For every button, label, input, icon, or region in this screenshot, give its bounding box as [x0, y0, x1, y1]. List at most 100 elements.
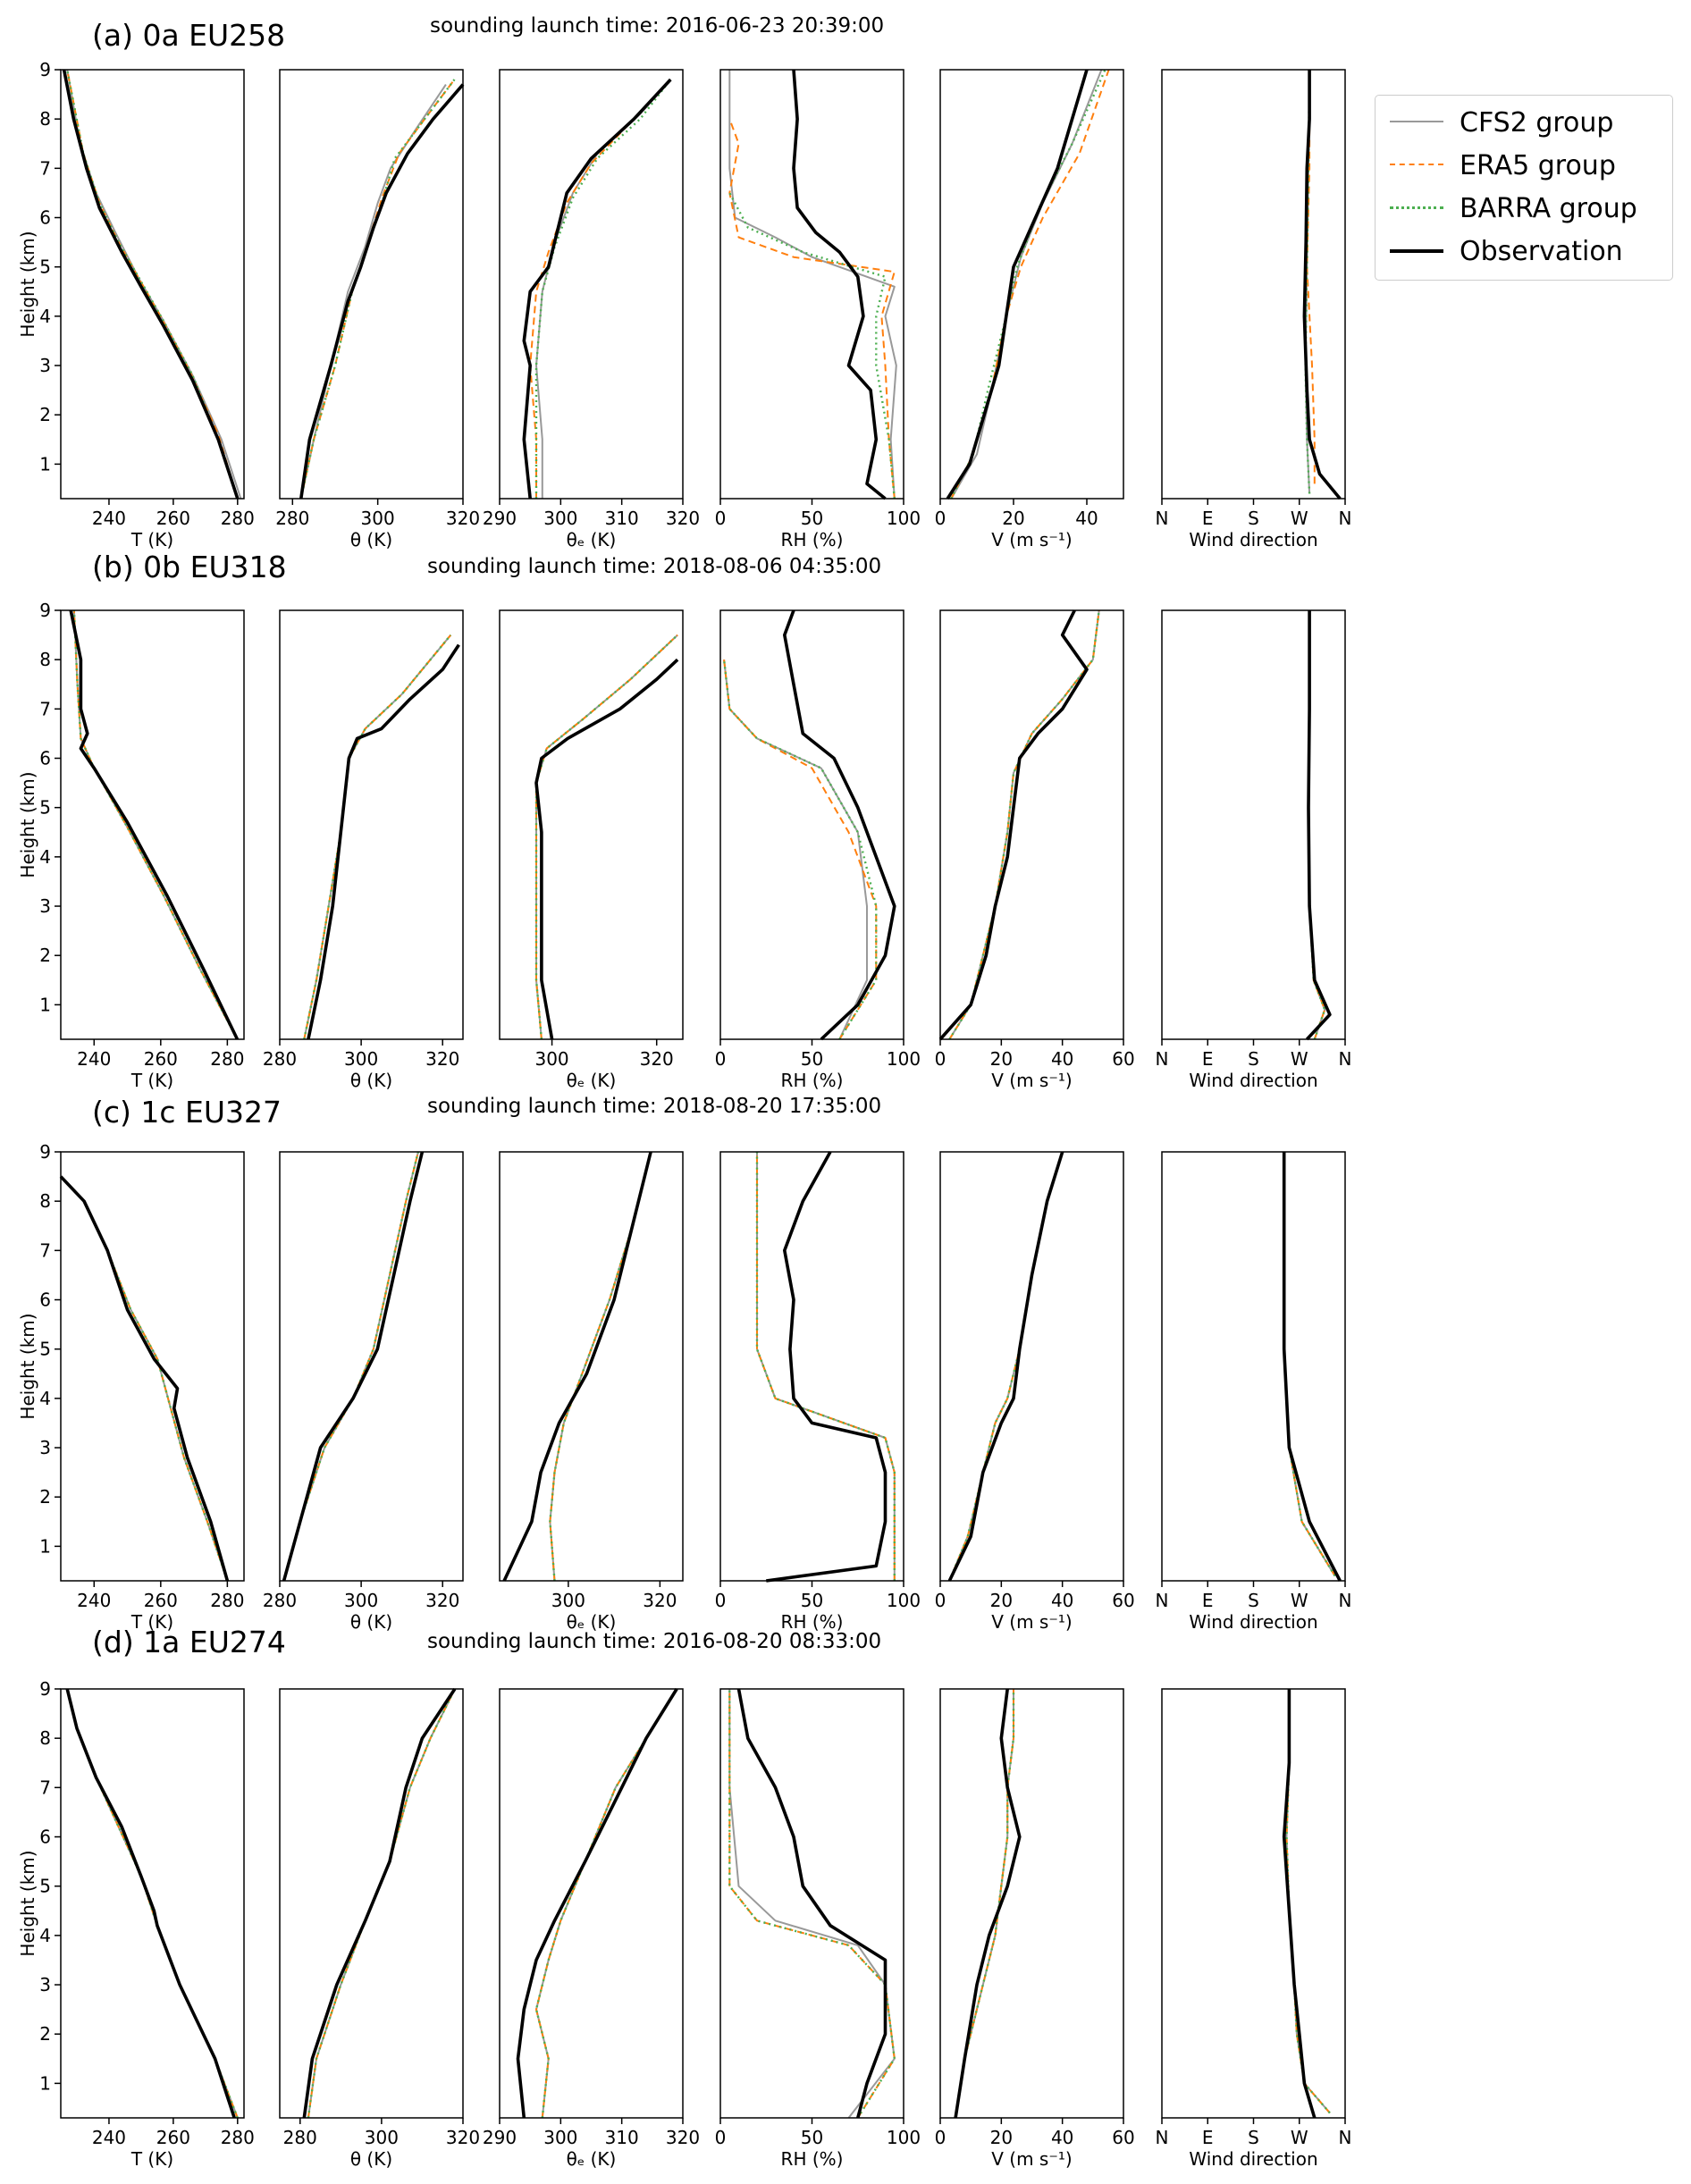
series-line-barra — [722, 659, 878, 1040]
xlabel: Wind direction — [1189, 529, 1317, 550]
series-line-obs — [938, 609, 1089, 1041]
xtick-label: 50 — [801, 1590, 823, 1611]
ytick-label: 6 — [39, 1827, 51, 1848]
ylabel: Height (km) — [17, 1313, 38, 1419]
ylabel: Height (km) — [17, 1850, 38, 1956]
ytick-label: 9 — [39, 600, 51, 621]
xtick-label: W — [1291, 508, 1308, 529]
series-line-obs — [534, 658, 679, 1040]
launch-time-d: sounding launch time: 2016-08-20 08:33:0… — [427, 1630, 882, 1653]
series-line-obs — [282, 1151, 425, 1582]
xlabel: V (m s⁻¹) — [991, 1611, 1072, 1633]
xtick-label: 300 — [543, 2127, 577, 2148]
series-line-era5 — [66, 69, 239, 500]
xtick-label: 300 — [361, 508, 395, 529]
ytick-label: 2 — [39, 1486, 51, 1508]
ytick-label: 1 — [39, 453, 51, 475]
axes-frame — [1161, 1688, 1346, 2119]
legend-label-cfs2: CFS2 group — [1460, 107, 1614, 139]
launch-time-a: sounding launch time: 2016-06-23 20:39:0… — [430, 14, 885, 38]
xlabel: θ (K) — [350, 2148, 392, 2170]
axes-frame — [499, 1151, 684, 1582]
series-line-era5 — [529, 79, 672, 499]
xtick-label: 100 — [887, 508, 921, 529]
series-line-obs — [783, 609, 896, 1041]
series-line-barra — [728, 192, 896, 500]
ytick-label: 6 — [39, 1289, 51, 1311]
xlabel: T (K) — [130, 1070, 173, 1091]
xtick-label: 50 — [801, 2127, 823, 2148]
series-line-cfs2 — [535, 1688, 678, 2119]
series-line-era5 — [728, 118, 896, 500]
series-line-barra — [728, 1689, 896, 2119]
ytick-label: 4 — [39, 1925, 51, 1946]
xtick-label: 100 — [887, 1590, 921, 1611]
xlabel: RH (%) — [781, 1611, 844, 1633]
series-line-era5 — [72, 609, 239, 1040]
axes-frame — [1161, 69, 1346, 500]
xtick-label: 320 — [666, 508, 700, 529]
xtick-label: 240 — [92, 508, 126, 529]
xtick-label: E — [1202, 1048, 1214, 1070]
xtick-label: S — [1248, 1048, 1259, 1070]
series-line-barra — [72, 609, 239, 1040]
ytick-label: 4 — [39, 306, 51, 327]
xtick-label: N — [1156, 1590, 1169, 1611]
axes-frame — [939, 1688, 1124, 2119]
series-line-cfs2 — [72, 609, 239, 1040]
legend-item-obs: Observation — [1376, 232, 1670, 268]
xtick-label: 0 — [935, 1048, 946, 1070]
panel-title-c: (c) 1c EU327 — [92, 1095, 282, 1130]
series-line-era5 — [307, 1688, 456, 2119]
series-line-era5 — [535, 634, 678, 1040]
xtick-label: 240 — [77, 1048, 111, 1070]
xtick-label: 40 — [1075, 508, 1098, 529]
ytick-label: 6 — [39, 748, 51, 769]
ytick-label: 9 — [39, 1678, 51, 1700]
series-line-obs — [307, 643, 460, 1040]
xlabel: RH (%) — [781, 2148, 844, 2170]
ytick-label: 4 — [39, 846, 51, 868]
xtick-label: N — [1339, 508, 1352, 529]
xtick-label: S — [1248, 2127, 1259, 2148]
xtick-label: N — [1156, 508, 1169, 529]
ytick-label: 2 — [39, 404, 51, 425]
xtick-label: 280 — [263, 1048, 297, 1070]
series-line-obs — [1282, 1152, 1342, 1582]
xlabel: T (K) — [130, 1611, 173, 1633]
xtick-label: N — [1339, 1590, 1352, 1611]
xtick-label: N — [1156, 1048, 1169, 1070]
xtick-label: 320 — [446, 508, 480, 529]
series-line-obs — [69, 609, 240, 1040]
xtick-label: 20 — [990, 1048, 1013, 1070]
xtick-label: 280 — [221, 2127, 255, 2148]
axes-frame — [939, 1151, 1124, 1582]
series-line-barra — [534, 1688, 678, 2119]
xtick-label: S — [1248, 508, 1259, 529]
xlabel: Wind direction — [1189, 1070, 1317, 1091]
ytick-label: 8 — [39, 649, 51, 670]
series-line-obs — [502, 1151, 652, 1582]
legend-label-barra: BARRA group — [1460, 193, 1637, 224]
axes-frame — [279, 69, 464, 500]
ytick-label: 9 — [39, 1141, 51, 1163]
series-line-barra — [66, 69, 239, 500]
ytick-label: 3 — [39, 1974, 51, 1995]
xtick-label: W — [1291, 1048, 1308, 1070]
ytick-label: 3 — [39, 895, 51, 917]
series-line-obs — [302, 1688, 457, 2119]
xtick-label: 60 — [1112, 2127, 1134, 2148]
legend-item-cfs2: CFS2 group — [1376, 104, 1670, 139]
xtick-label: 320 — [446, 2127, 480, 2148]
legend-swatch-obs — [1390, 249, 1443, 253]
series-line-obs — [947, 1151, 1064, 1582]
series-line-era5 — [299, 79, 456, 500]
xtick-label: 40 — [1051, 1590, 1073, 1611]
series-line-obs — [59, 1175, 230, 1582]
xtick-label: 290 — [483, 508, 517, 529]
axes-frame — [939, 69, 1124, 500]
series-line-barra — [307, 1688, 456, 2119]
series-line-obs — [62, 69, 240, 500]
series-line-cfs2 — [950, 69, 1103, 500]
xtick-label: 310 — [605, 2127, 639, 2148]
